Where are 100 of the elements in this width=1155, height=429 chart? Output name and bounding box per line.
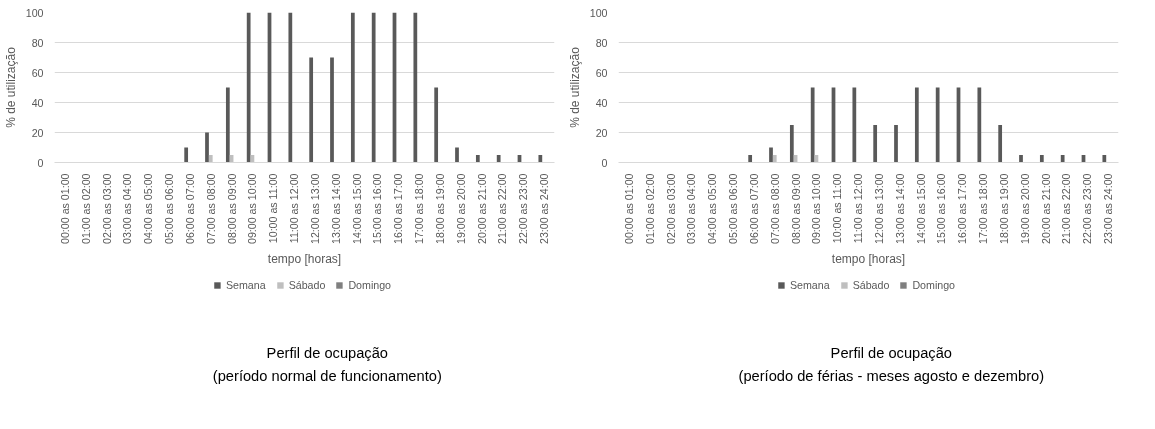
text: (período normal de funcionamento) xyxy=(212,368,442,385)
x-tick-label: 17:00 as 18:00 xyxy=(977,173,990,245)
x-tick-label: 20:00 as 21:00 xyxy=(475,173,488,245)
x-tick-label: 00:00 as 01:00 xyxy=(58,173,71,245)
x-tick-label: 18:00 as 19:00 xyxy=(433,173,446,245)
bar xyxy=(772,155,777,163)
x-tick-label: 07:00 as 08:00 xyxy=(204,173,217,245)
bar xyxy=(894,125,898,163)
bar xyxy=(852,87,857,163)
x-tick-label: 22:00 as 23:00 xyxy=(517,173,530,245)
bar xyxy=(208,155,213,163)
y-tick-label: 20 xyxy=(595,126,608,139)
x-tick-label: 13:00 as 14:00 xyxy=(893,173,906,245)
y-tick-label: 0 xyxy=(37,156,44,169)
x-tick-label: 14:00 as 15:00 xyxy=(914,173,927,245)
x-tick-label: 19:00 as 20:00 xyxy=(454,173,467,245)
x-tick-label: 08:00 as 09:00 xyxy=(789,173,802,245)
bar xyxy=(309,57,314,163)
x-tick-label: 16:00 as 17:00 xyxy=(956,173,969,245)
bar xyxy=(434,87,439,163)
x-tick-label: 20:00 as 21:00 xyxy=(1039,173,1052,245)
x-tick-label: 03:00 as 04:00 xyxy=(121,173,134,245)
y-tick-label: 100 xyxy=(25,6,44,19)
x-tick-label: 09:00 as 10:00 xyxy=(246,173,259,245)
legend-label: Semana xyxy=(225,279,266,291)
x-tick-label: 23:00 as 24:00 xyxy=(538,173,551,245)
x-tick-label: 22:00 as 23:00 xyxy=(1081,173,1094,245)
bar xyxy=(1019,155,1023,163)
bar xyxy=(496,155,501,163)
x-tick-label: 02:00 as 03:00 xyxy=(100,173,113,245)
bar xyxy=(873,125,878,163)
bar xyxy=(977,87,982,163)
x-axis-title: tempo [horas] xyxy=(267,252,342,267)
x-tick-label: 06:00 as 07:00 xyxy=(747,173,760,245)
y-tick-label: 100 xyxy=(589,6,608,19)
y-tick-label: 0 xyxy=(601,156,608,169)
x-tick-label: 05:00 as 06:00 xyxy=(727,173,740,245)
x-tick-label: 11:00 as 12:00 xyxy=(288,173,301,244)
x-tick-label: 21:00 as 22:00 xyxy=(1060,173,1073,245)
bar xyxy=(1102,155,1107,163)
y-tick-label: 80 xyxy=(595,36,608,49)
x-tick-label: 16:00 as 17:00 xyxy=(392,173,405,245)
bar xyxy=(330,57,334,163)
x-tick-label: 21:00 as 22:00 xyxy=(496,173,509,245)
x-tick-label: 12:00 as 13:00 xyxy=(308,173,321,245)
x-tick-label: 06:00 as 07:00 xyxy=(183,173,196,245)
x-tick-label: 05:00 as 06:00 xyxy=(163,173,176,245)
x-tick-label: 01:00 as 02:00 xyxy=(643,173,656,245)
x-tick-label: 12:00 as 13:00 xyxy=(872,173,885,245)
x-tick-label: 10:00 as 11:00 xyxy=(831,173,844,244)
bar xyxy=(455,147,459,163)
bar xyxy=(538,155,543,163)
x-tick-label: 03:00 as 04:00 xyxy=(685,173,698,245)
y-tick-label: 20 xyxy=(31,126,44,139)
text: Perfil de ocupação xyxy=(266,344,389,361)
bar xyxy=(246,12,251,163)
x-tick-label: 00:00 as 01:00 xyxy=(622,173,635,245)
x-tick-label: 04:00 as 05:00 xyxy=(142,173,155,245)
x-tick-label: 15:00 as 16:00 xyxy=(371,173,384,245)
y-axis-title: % de utilização xyxy=(3,46,18,128)
x-tick-label: 01:00 as 02:00 xyxy=(79,173,92,245)
x-tick-label: 02:00 as 03:00 xyxy=(664,173,677,245)
legend-label: Sábado xyxy=(288,279,326,291)
x-tick-label: 18:00 as 19:00 xyxy=(997,173,1010,245)
bar xyxy=(475,155,480,163)
bar xyxy=(1039,155,1044,163)
y-tick-label: 40 xyxy=(595,96,608,109)
x-tick-label: 15:00 as 16:00 xyxy=(935,173,948,245)
x-tick-label: 10:00 as 11:00 xyxy=(267,173,280,244)
bar xyxy=(205,132,209,163)
x-tick-label: 19:00 as 20:00 xyxy=(1018,173,1031,245)
x-tick-label: 04:00 as 05:00 xyxy=(706,173,719,245)
x-axis-title: tempo [horas] xyxy=(831,252,906,267)
x-tick-label: 13:00 as 14:00 xyxy=(329,173,342,245)
bar xyxy=(371,12,376,163)
bar xyxy=(935,87,940,163)
y-tick-label: 60 xyxy=(595,66,608,79)
bar xyxy=(225,87,230,163)
text: Perfil de ocupação xyxy=(830,344,953,361)
bar xyxy=(350,12,355,163)
bar xyxy=(288,12,293,163)
bar xyxy=(789,125,794,163)
bar xyxy=(413,12,418,163)
legend-label: Sábado xyxy=(852,279,890,291)
x-tick-label: 08:00 as 09:00 xyxy=(225,173,238,245)
legend-label: Domingo xyxy=(912,279,956,291)
y-axis-title: % de utilização xyxy=(567,46,582,128)
y-tick-label: 40 xyxy=(31,96,44,109)
legend-label: Domingo xyxy=(348,279,392,291)
x-tick-label: 11:00 as 12:00 xyxy=(852,173,865,244)
text: (período de férias - meses agosto e dezembro) xyxy=(738,368,1045,385)
x-tick-label: 09:00 as 10:00 xyxy=(810,173,823,245)
x-tick-label: 17:00 as 18:00 xyxy=(413,173,426,245)
x-tick-label: 14:00 as 15:00 xyxy=(350,173,363,245)
bar xyxy=(184,147,189,163)
bar xyxy=(914,87,919,163)
bar xyxy=(748,155,753,163)
bar xyxy=(810,87,815,163)
y-tick-label: 60 xyxy=(31,66,44,79)
bar xyxy=(1060,155,1065,163)
